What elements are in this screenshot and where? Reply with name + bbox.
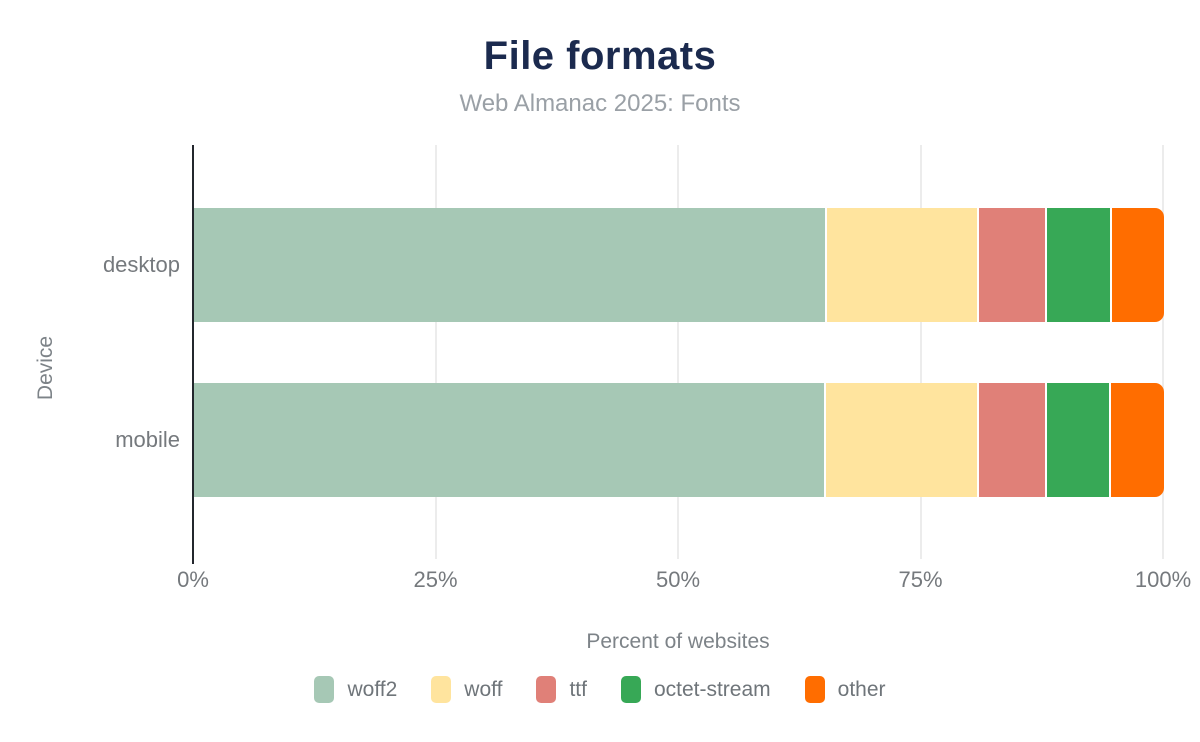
- bar-segment-desktop-other[interactable]: [1111, 208, 1164, 322]
- x-axis-title: Percent of websites: [586, 630, 770, 653]
- x-tick-label-25: 25%: [413, 567, 458, 592]
- legend: woff2 woff ttf octet-stream other: [0, 676, 1200, 703]
- gridline-100: [1162, 145, 1164, 559]
- x-tick-label-100: 100%: [1134, 567, 1192, 592]
- y-axis-title: Device: [34, 335, 57, 401]
- gridline-25: [434, 145, 437, 559]
- bar-mobile: [194, 383, 1164, 497]
- legend-item-ttf[interactable]: ttf: [536, 676, 587, 703]
- bar-segment-desktop-octet-stream[interactable]: [1046, 208, 1112, 322]
- bar-segment-desktop-ttf[interactable]: [978, 208, 1047, 322]
- legend-swatch-other: [804, 676, 825, 703]
- legend-item-other[interactable]: other: [804, 676, 886, 703]
- bar-segment-mobile-woff2[interactable]: [194, 383, 827, 497]
- bar-segment-desktop-woff2[interactable]: [194, 208, 828, 322]
- legend-swatch-ttf: [536, 676, 557, 703]
- x-tick-label-75: 75%: [898, 567, 943, 592]
- y-axis-line: [192, 145, 194, 564]
- bar-segment-mobile-woff[interactable]: [826, 383, 979, 497]
- chart-title: File formats: [483, 34, 717, 78]
- legend-item-woff[interactable]: woff: [431, 676, 502, 703]
- legend-label-other: other: [837, 677, 886, 701]
- bar-desktop: [194, 208, 1164, 322]
- gridline-50: [677, 145, 679, 559]
- gridline-75: [919, 145, 922, 559]
- category-label-mobile: mobile: [115, 427, 180, 452]
- legend-swatch-woff: [431, 676, 452, 703]
- chart-subtitle: Web Almanac 2025: Fonts: [459, 90, 741, 117]
- bar-segment-desktop-woff[interactable]: [827, 208, 979, 322]
- legend-label-woff2: woff2: [347, 677, 398, 701]
- bar-segment-mobile-ttf[interactable]: [978, 383, 1047, 497]
- legend-label-woff: woff: [464, 677, 503, 701]
- category-label-desktop: desktop: [102, 252, 180, 277]
- x-tick-label-50: 50%: [655, 567, 701, 592]
- legend-swatch-octet-stream: [620, 676, 641, 703]
- legend-item-octet-stream[interactable]: octet-stream: [620, 676, 771, 703]
- legend-swatch-woff2: [314, 676, 335, 703]
- x-tick-label-0: 0%: [177, 567, 209, 592]
- bar-segment-mobile-octet-stream[interactable]: [1046, 383, 1111, 497]
- legend-label-ttf: ttf: [569, 677, 587, 701]
- bar-segment-mobile-other[interactable]: [1110, 383, 1164, 497]
- plot-area: desktop mobile 0% 25% 50% 75% 100%: [103, 145, 1191, 592]
- legend-label-octet-stream: octet-stream: [653, 677, 771, 701]
- legend-item-woff2[interactable]: woff2: [314, 676, 397, 703]
